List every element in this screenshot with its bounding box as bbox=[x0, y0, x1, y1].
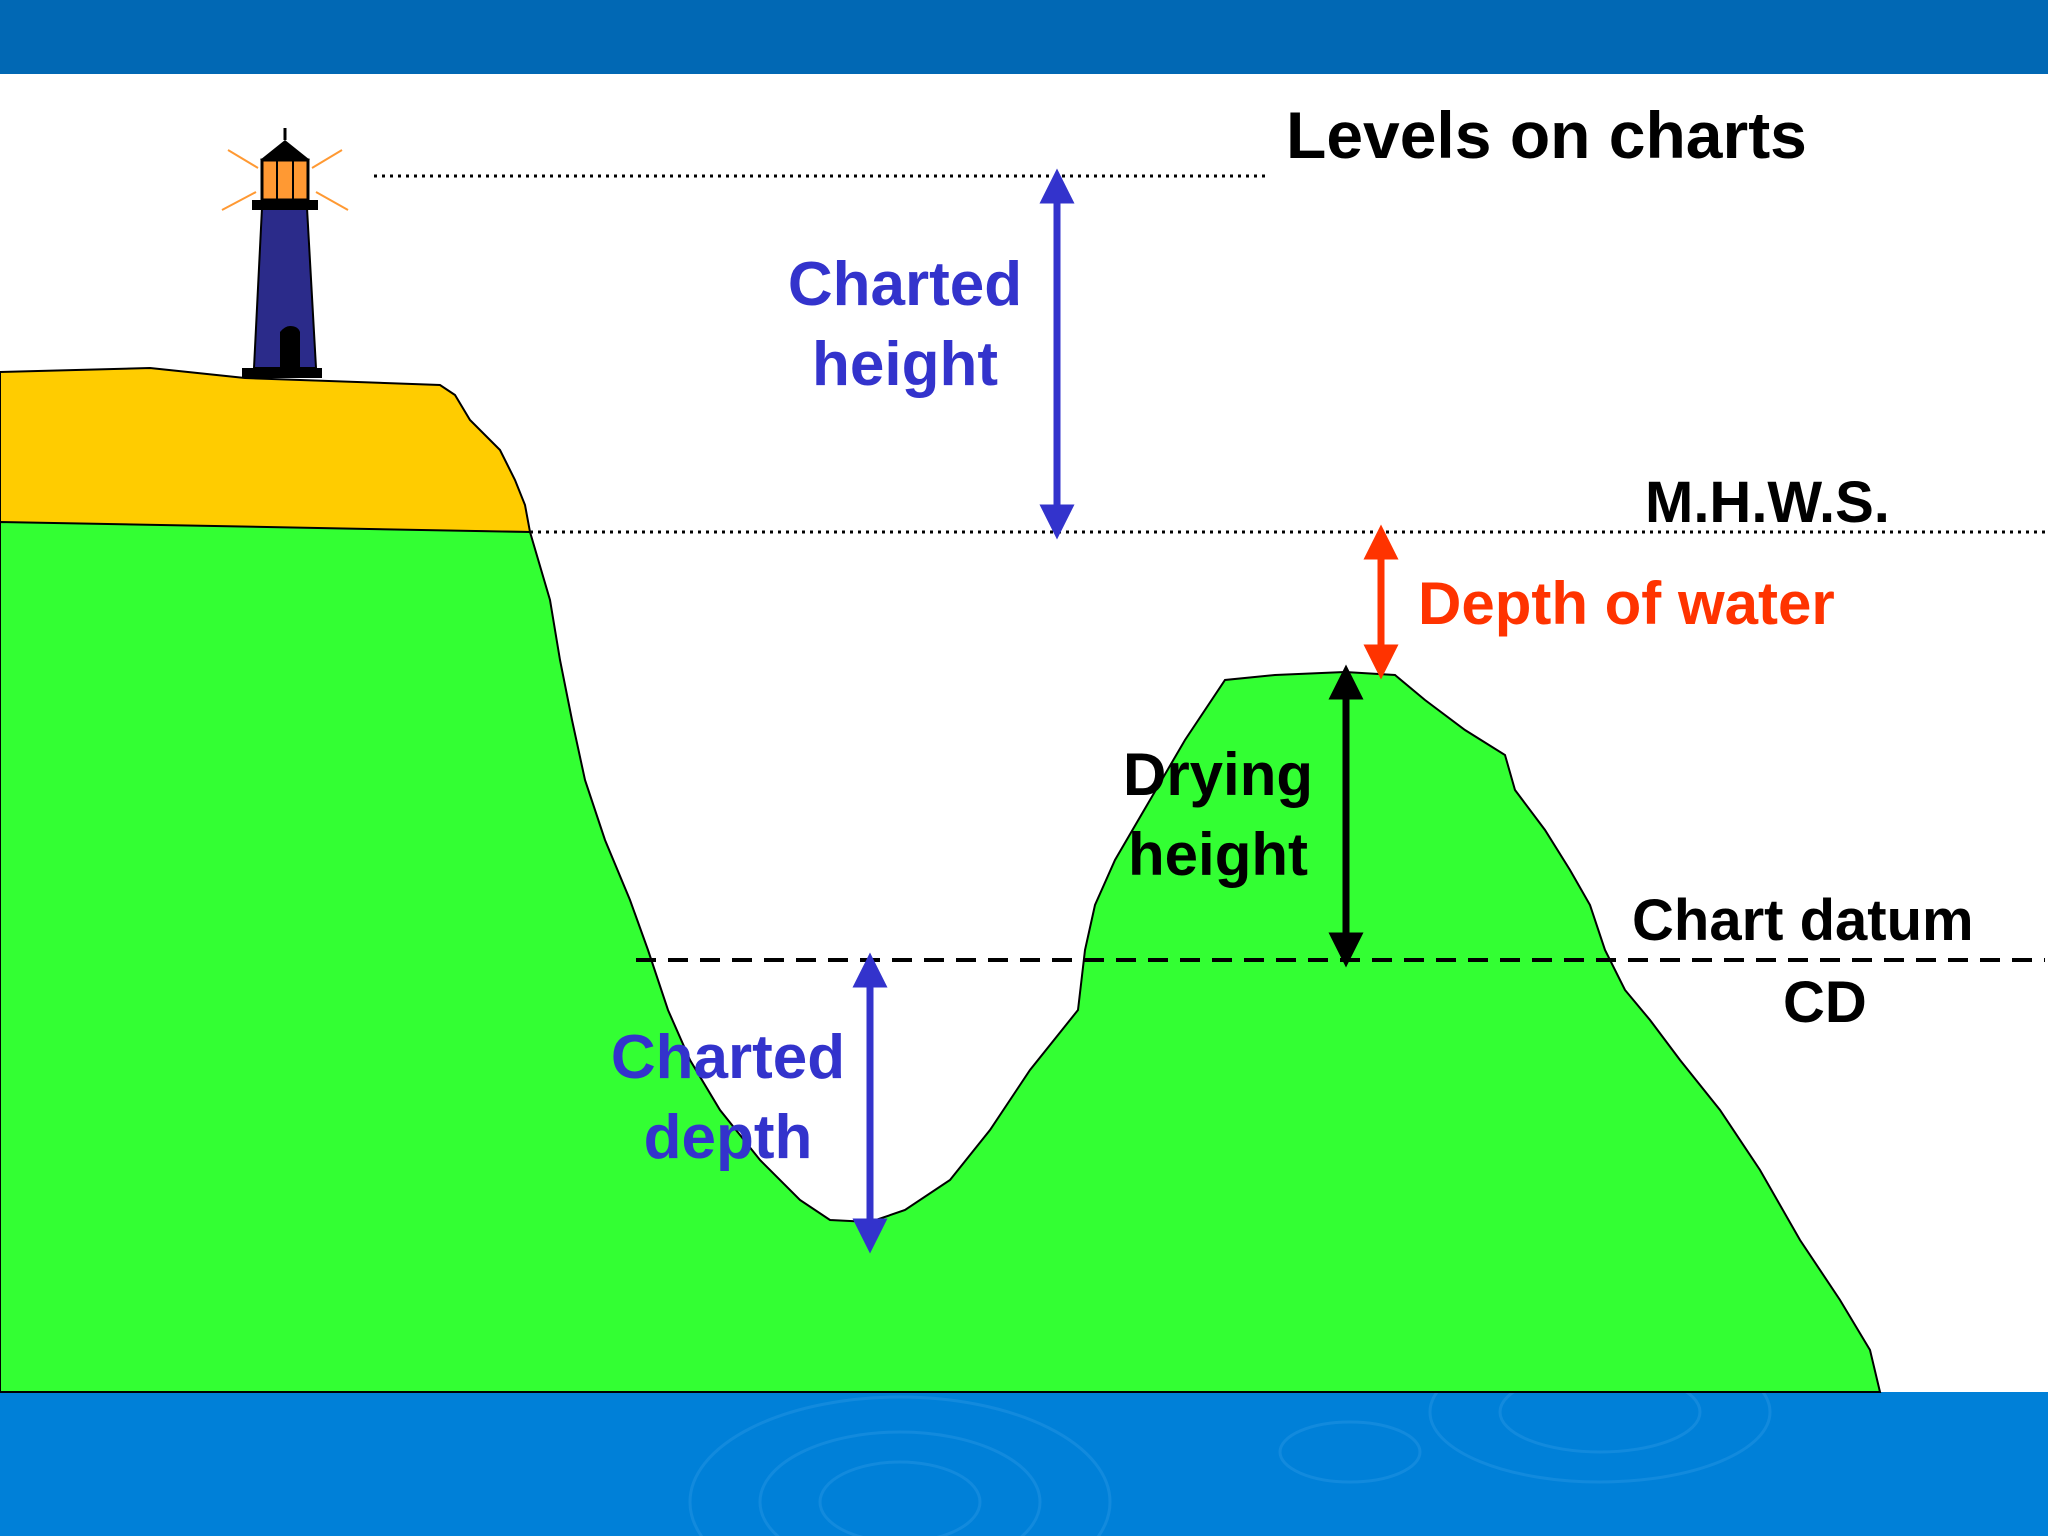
water-footer-band bbox=[0, 1392, 2048, 1536]
charted-height-label-line1: Charted bbox=[788, 250, 1022, 319]
ripple-pattern bbox=[688, 1392, 1772, 1536]
drying-height-label-line1: Drying bbox=[1123, 741, 1313, 808]
charted-height-label-line2: height bbox=[812, 330, 998, 399]
cd-label: CD bbox=[1783, 970, 1867, 1035]
lighthouse-icon bbox=[221, 128, 349, 378]
mhws-label: M.H.W.S. bbox=[1645, 470, 1890, 535]
header-bar bbox=[0, 0, 2048, 74]
charted-depth-label-line2: depth bbox=[644, 1103, 813, 1172]
charted-depth-label-line1: Charted bbox=[611, 1023, 845, 1092]
cliff-land-above-mhws bbox=[0, 366, 532, 534]
seabed-profile bbox=[0, 520, 1882, 1393]
page-title: Levels on charts bbox=[1286, 98, 1807, 172]
drying-height-label-line2: height bbox=[1128, 821, 1308, 888]
depth-of-water-label: Depth of water bbox=[1418, 570, 1835, 637]
chart-datum-label: Chart datum bbox=[1632, 888, 1974, 953]
